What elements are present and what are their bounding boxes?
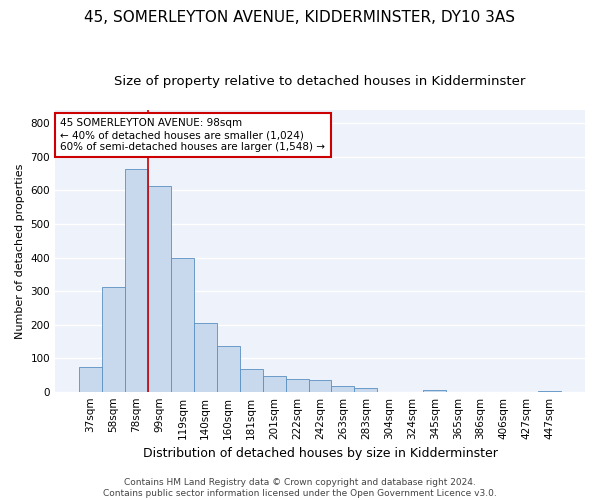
Bar <box>217 346 240 392</box>
Bar <box>423 390 446 392</box>
Bar <box>240 369 263 392</box>
Bar <box>148 186 171 392</box>
Bar <box>79 366 102 392</box>
Bar <box>102 286 125 392</box>
Bar <box>331 386 355 392</box>
Text: 45, SOMERLEYTON AVENUE, KIDDERMINSTER, DY10 3AS: 45, SOMERLEYTON AVENUE, KIDDERMINSTER, D… <box>85 10 515 25</box>
Text: 45 SOMERLEYTON AVENUE: 98sqm
← 40% of detached houses are smaller (1,024)
60% of: 45 SOMERLEYTON AVENUE: 98sqm ← 40% of de… <box>61 118 325 152</box>
Bar <box>125 170 148 392</box>
Bar <box>308 380 331 392</box>
Bar <box>355 388 377 392</box>
Text: Contains HM Land Registry data © Crown copyright and database right 2024.
Contai: Contains HM Land Registry data © Crown c… <box>103 478 497 498</box>
Title: Size of property relative to detached houses in Kidderminster: Size of property relative to detached ho… <box>115 75 526 88</box>
Bar <box>171 258 194 392</box>
Y-axis label: Number of detached properties: Number of detached properties <box>15 163 25 338</box>
Bar <box>286 379 308 392</box>
Bar <box>194 323 217 392</box>
Bar <box>538 390 561 392</box>
Bar <box>263 376 286 392</box>
X-axis label: Distribution of detached houses by size in Kidderminster: Distribution of detached houses by size … <box>143 447 497 460</box>
